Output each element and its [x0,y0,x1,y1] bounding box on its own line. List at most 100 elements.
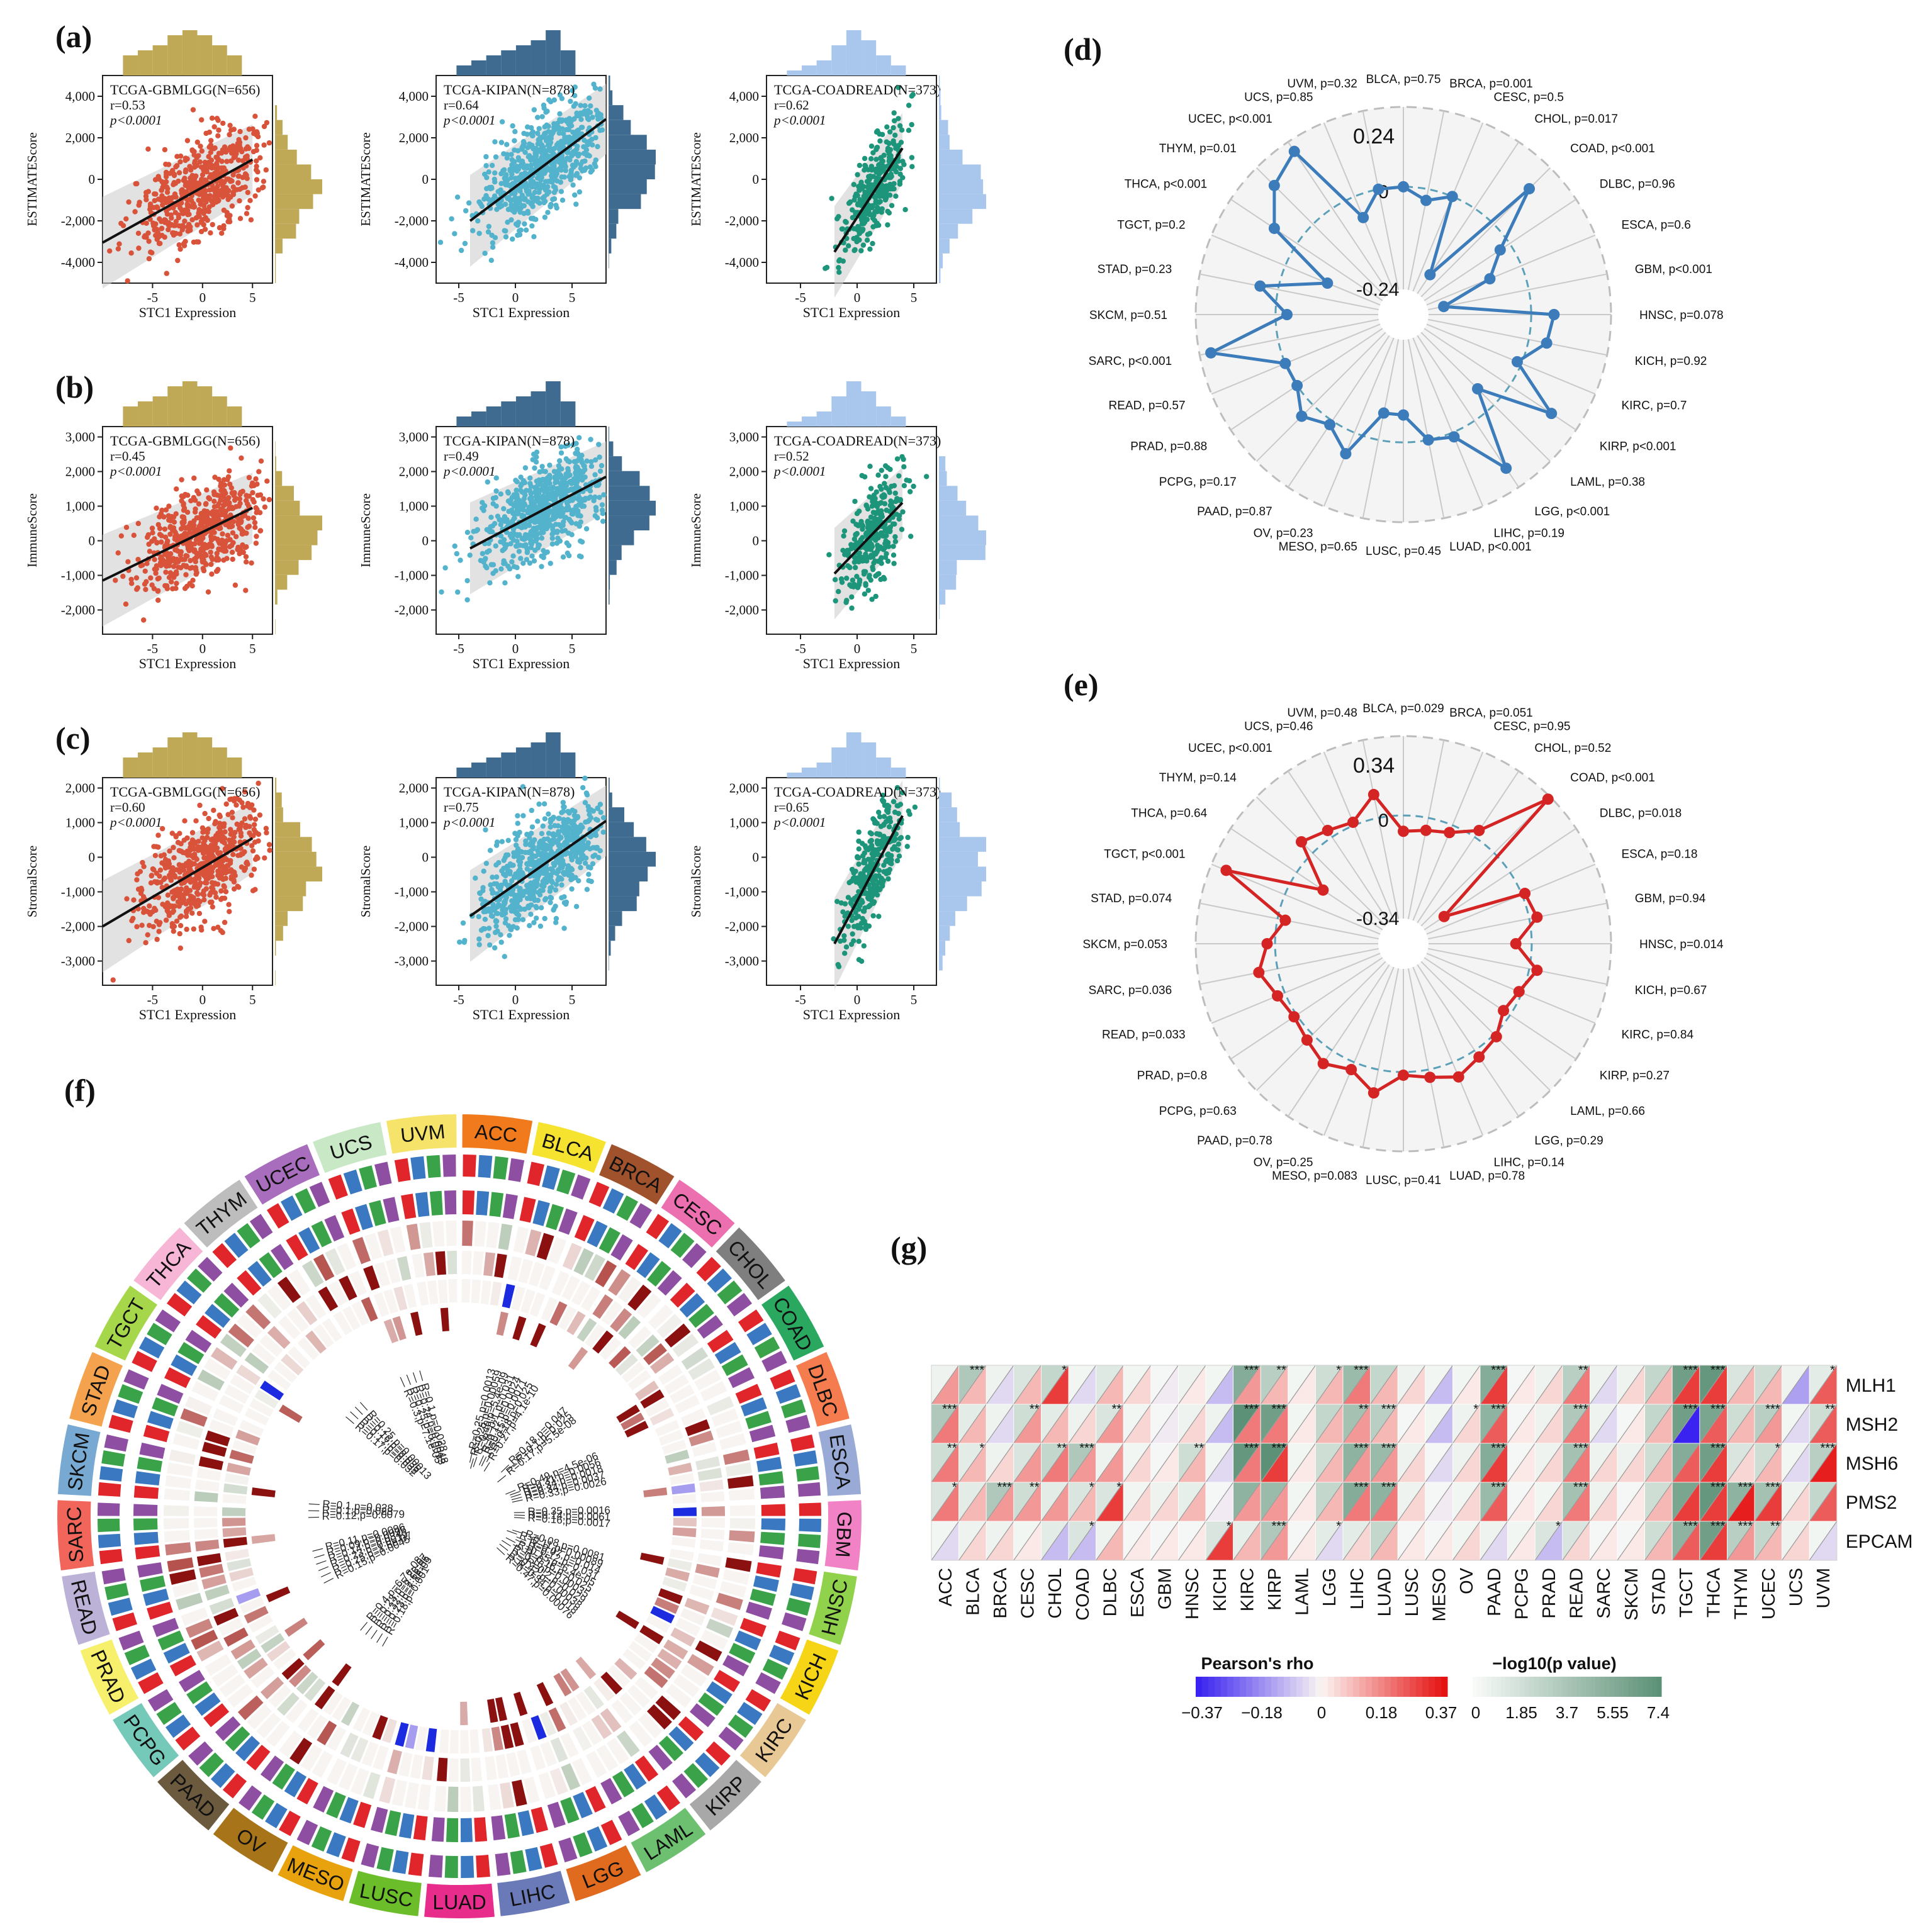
data-point [168,212,174,218]
data-point [503,172,509,177]
data-point [261,142,267,148]
right-histogram-bar [939,105,941,120]
scatter-plot-c-1: TCGA-GBMLGG(N=656)r=0.60p<0.00012,0001,0… [25,732,322,1022]
right-histogram-bar [275,778,277,793]
right-histogram-bar [939,164,981,179]
data-point [218,525,223,531]
right-histogram-bar [609,486,650,501]
data-point [522,221,527,227]
data-point [225,474,232,480]
data-point [487,580,493,586]
right-histogram-bar [609,105,624,120]
data-point [249,872,254,878]
data-point [550,130,556,136]
y-tick-label: 4,000 [729,89,759,104]
data-point [237,826,243,832]
data-point [517,232,523,238]
data-point [575,446,580,452]
data-point [221,867,227,873]
top-histogram-bar [486,758,502,778]
y-tick-label: 2,000 [399,464,429,479]
data-point [600,829,606,835]
data-point [148,575,154,581]
data-point [542,469,548,474]
x-tick-label: -5 [147,290,159,305]
data-point [162,217,169,223]
scatter-panels-abc: TCGA-GBMLGG(N=656)r=0.53p<0.00014,0002,0… [25,30,986,1022]
data-point [863,503,870,509]
cohort-label: TCGA-KIPAN(N=878) [444,433,575,449]
data-point [875,517,881,522]
data-point [581,144,587,150]
data-point [826,552,832,557]
top-histogram-bar [212,45,227,75]
data-point [222,502,227,508]
data-point [165,554,171,561]
data-point [512,830,518,836]
top-histogram-bar [152,396,168,427]
data-point [559,174,564,180]
data-point [531,558,537,564]
data-point [437,240,444,245]
data-point [214,195,220,201]
data-point [160,202,166,208]
data-point [855,854,860,859]
data-point [221,165,227,172]
data-point [140,859,145,866]
data-point [250,126,256,132]
data-point [485,479,490,485]
data-point [184,848,190,854]
data-point [203,501,209,507]
data-point [901,456,906,462]
data-point [481,925,486,932]
data-point [588,437,593,442]
data-point [891,561,897,566]
data-point [155,522,161,528]
data-point [899,527,905,532]
data-point [530,133,536,139]
data-point [475,218,481,224]
data-point [115,550,121,556]
data-point [862,859,868,866]
top-histogram-bar [197,386,213,427]
data-point [201,167,206,173]
data-point [856,582,862,588]
right-histogram-bar [275,545,312,561]
data-point [519,870,525,876]
right-histogram-bar [939,560,957,575]
data-point [590,808,596,814]
data-point [250,496,256,503]
data-point [171,205,176,211]
right-histogram-bar [939,238,950,254]
data-point [493,842,500,848]
data-point [153,221,159,227]
data-point [859,472,865,479]
data-point [546,811,551,817]
data-point [235,180,241,186]
data-point [120,573,126,579]
data-point [128,576,134,583]
data-point [483,163,489,169]
data-point [461,939,467,945]
data-point [159,187,164,193]
data-point [578,519,584,525]
data-point [481,508,486,513]
data-point [219,159,225,164]
data-point [572,84,578,90]
data-point [841,533,846,539]
data-point [535,819,541,824]
data-point [578,864,583,871]
data-point [861,193,867,199]
data-point [256,469,262,474]
data-point [206,496,213,502]
data-point [236,885,242,890]
right-histogram-bar [275,471,283,486]
data-point [520,813,526,819]
data-point [522,888,527,894]
right-histogram-bar [609,792,612,808]
data-point [258,458,264,464]
data-point [503,234,509,240]
data-point [889,186,896,192]
data-point [867,494,872,500]
x-tick-label: 5 [569,992,576,1007]
